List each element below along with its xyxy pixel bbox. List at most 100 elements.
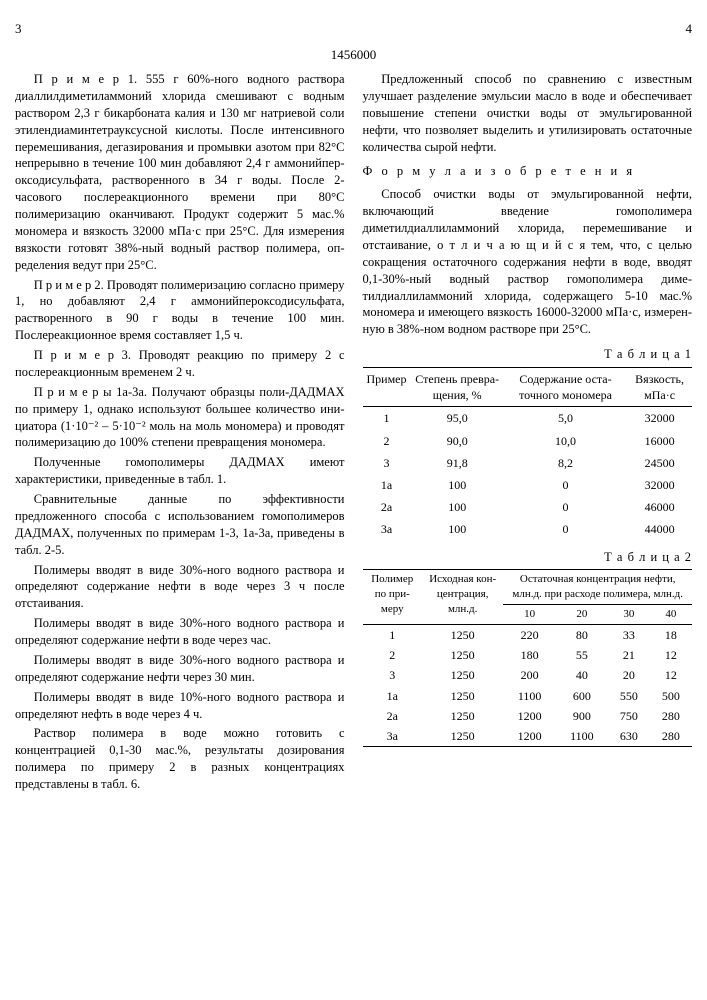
two-column-layout: П р и м е р 1. 555 г 60%-ного вод­ного р… <box>15 71 692 796</box>
table-cell: 12 <box>650 645 692 665</box>
table-cell: 100 <box>411 474 504 496</box>
table-cell: 3а <box>363 518 411 540</box>
table-cell: 1100 <box>556 726 608 747</box>
table-cell: 550 <box>608 686 650 706</box>
table-cell: 100 <box>411 496 504 518</box>
table-cell: 1а <box>363 474 411 496</box>
paragraph-solution: Раствор полимера в воде можно го­товить … <box>15 725 345 793</box>
table-cell: 600 <box>556 686 608 706</box>
t2-s3: 40 <box>650 605 692 625</box>
table-row: 2а12501200900750280 <box>363 706 693 726</box>
table-cell: 95,0 <box>411 407 504 430</box>
table-cell: 750 <box>608 706 650 726</box>
table-cell: 1 <box>363 625 423 646</box>
table-row: 21250180552112 <box>363 645 693 665</box>
paragraph-proposed-method: Предложенный способ по сравнению с извес… <box>363 71 693 155</box>
table-cell: 1250 <box>422 726 503 747</box>
t1-h0: Пример <box>363 368 411 407</box>
table-row: 391,88,224500 <box>363 452 693 474</box>
table-row: 2а100046000 <box>363 496 693 518</box>
paragraph-polymer-30-1h: Полимеры вводят в виде 30%-ного водного … <box>15 615 345 649</box>
table-2: Поли­мер по при­меру Исход­ная кон­центр… <box>363 569 693 747</box>
table-cell: 100 <box>411 518 504 540</box>
table-cell: 1250 <box>422 625 503 646</box>
table-row: 195,05,032000 <box>363 407 693 430</box>
table-cell: 80 <box>556 625 608 646</box>
table-cell: 1250 <box>422 645 503 665</box>
table-cell: 0 <box>504 474 627 496</box>
table-cell: 91,8 <box>411 452 504 474</box>
table-cell: 18 <box>650 625 692 646</box>
table-row: 1а100032000 <box>363 474 693 496</box>
table-cell: 1100 <box>503 686 556 706</box>
table-cell: 40 <box>556 665 608 685</box>
claim-text: Способ очистки воды от эмульгиро­ванной … <box>363 186 693 338</box>
table-cell: 1200 <box>503 706 556 726</box>
table-cell: 90,0 <box>411 430 504 452</box>
table-cell: 24500 <box>627 452 692 474</box>
examples-1a-3a: П р и м е р ы 1а-3а. Получают об­разцы п… <box>15 384 345 452</box>
table-cell: 2 <box>363 430 411 452</box>
table-1: Пример Степень превра­щения, % Содержа­н… <box>363 367 693 541</box>
example-2: П р и м е р 2. Проводят полимери­зацию с… <box>15 277 345 345</box>
table-cell: 220 <box>503 625 556 646</box>
table-cell: 44000 <box>627 518 692 540</box>
table-cell: 630 <box>608 726 650 747</box>
table-cell: 1200 <box>503 726 556 747</box>
table-cell: 2 <box>363 645 423 665</box>
table-cell: 180 <box>503 645 556 665</box>
table-cell: 500 <box>650 686 692 706</box>
table-cell: 1 <box>363 407 411 430</box>
table2-body: 1125022080331821250180552112312502004020… <box>363 625 693 747</box>
paragraph-polymer-30-3h: Полимеры вводят в виде 30%-ного водного … <box>15 562 345 613</box>
t2-s0: 10 <box>503 605 556 625</box>
example-3: П р и м е р 3. Проводят реакцию по приме… <box>15 347 345 381</box>
table-cell: 21 <box>608 645 650 665</box>
table-cell: 55 <box>556 645 608 665</box>
table-cell: 1250 <box>422 686 503 706</box>
paragraph-comparative: Сравнительные данные по эффектив­ности п… <box>15 491 345 559</box>
t2-s2: 30 <box>608 605 650 625</box>
table-row: 31250200402012 <box>363 665 693 685</box>
table-cell: 0 <box>504 518 627 540</box>
table-cell: 280 <box>650 726 692 747</box>
table-cell: 2а <box>363 496 411 518</box>
table-row: 11250220803318 <box>363 625 693 646</box>
page-header: 3 4 <box>15 20 692 38</box>
t1-h1: Степень превра­щения, % <box>411 368 504 407</box>
formula-title: Ф о р м у л а и з о б р е т е н и я <box>363 163 693 180</box>
t1-h3: Вяз­кость, мПа·с <box>627 368 692 407</box>
table-cell: 46000 <box>627 496 692 518</box>
table2-caption: Т а б л и ц а 2 <box>363 549 693 566</box>
table-row: 3а125012001100630280 <box>363 726 693 747</box>
t2-h3: Остаточная концент­рация нефти, млн.д. п… <box>503 570 692 605</box>
t1-h2: Содержа­ние оста­точного мономера <box>504 368 627 407</box>
right-column: Предложенный способ по сравнению с извес… <box>363 71 693 796</box>
t2-s1: 20 <box>556 605 608 625</box>
table-cell: 8,2 <box>504 452 627 474</box>
table-cell: 0 <box>504 496 627 518</box>
paragraph-polymer-30-30m: Полимеры вводят в виде 30%-ного водного … <box>15 652 345 686</box>
table-cell: 3 <box>363 452 411 474</box>
table-row: 3а100044000 <box>363 518 693 540</box>
document-number: 1456000 <box>15 46 692 64</box>
table-cell: 32000 <box>627 474 692 496</box>
table-cell: 20 <box>608 665 650 685</box>
table-cell: 1250 <box>422 665 503 685</box>
example-1: П р и м е р 1. 555 г 60%-ного вод­ного р… <box>15 71 345 274</box>
left-column: П р и м е р 1. 555 г 60%-ного вод­ного р… <box>15 71 345 796</box>
paragraph-characteristics: Полученные гомополимеры ДАДМАХ име­ют ха… <box>15 454 345 488</box>
paragraph-polymer-10-4h: Полимеры вводят в виде 10%-ного водного … <box>15 689 345 723</box>
table-cell: 3а <box>363 726 423 747</box>
table-row: 1а12501100600550500 <box>363 686 693 706</box>
table-cell: 280 <box>650 706 692 726</box>
table-cell: 1250 <box>422 706 503 726</box>
table-cell: 3 <box>363 665 423 685</box>
table-cell: 33 <box>608 625 650 646</box>
table-row: 290,010,016000 <box>363 430 693 452</box>
table-cell: 10,0 <box>504 430 627 452</box>
table-cell: 5,0 <box>504 407 627 430</box>
page-num-left: 3 <box>15 20 22 38</box>
table-cell: 200 <box>503 665 556 685</box>
table1-body: 195,05,032000290,010,016000391,88,224500… <box>363 407 693 541</box>
